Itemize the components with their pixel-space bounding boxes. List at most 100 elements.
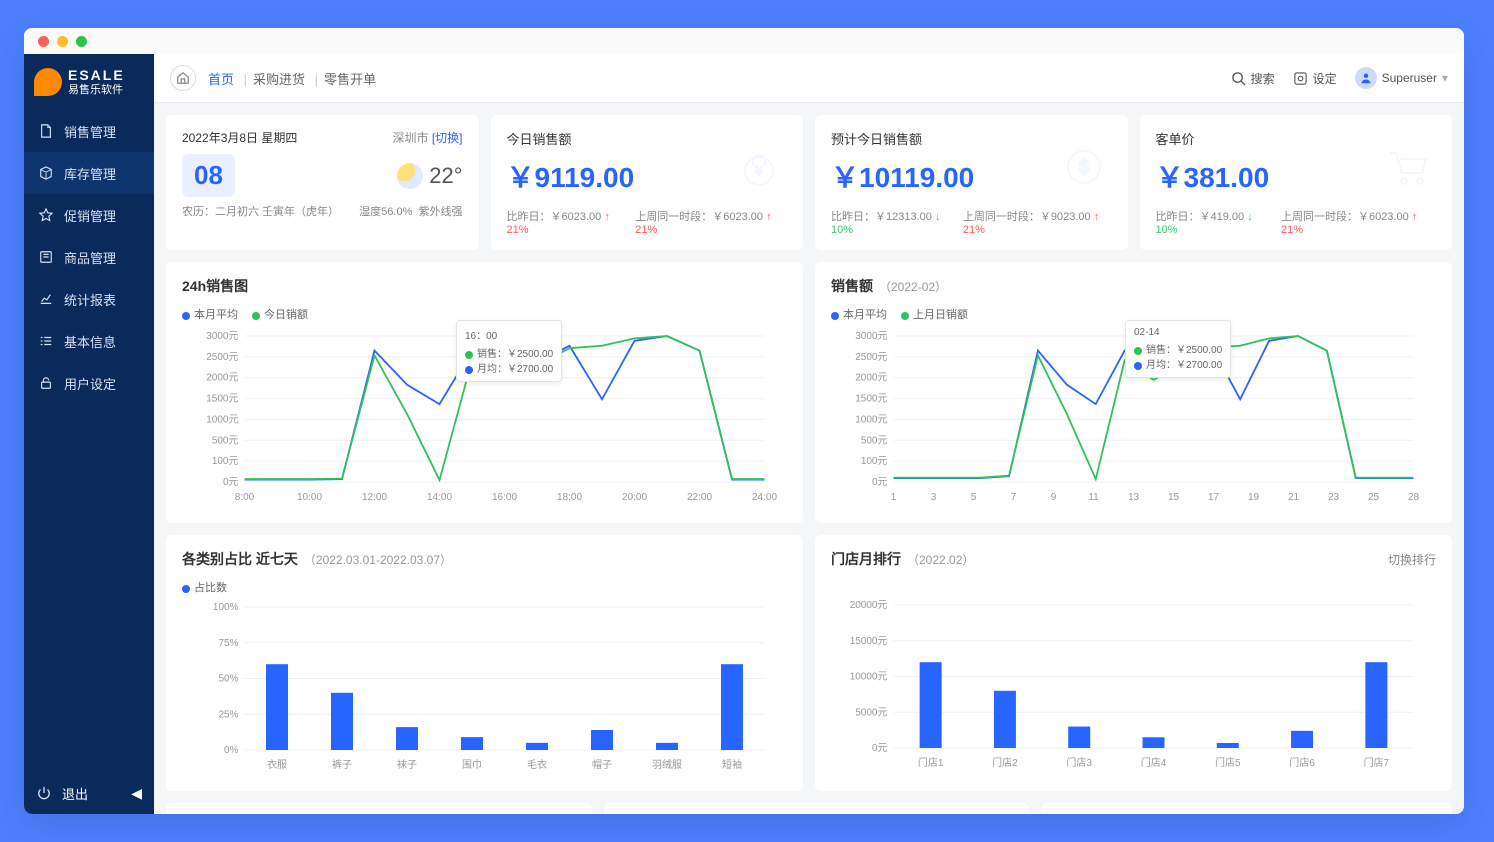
svg-text:8:00: 8:00	[235, 492, 255, 503]
collapse-icon[interactable]: ◀	[131, 785, 142, 802]
search-icon	[1231, 71, 1246, 86]
coin-icon: $	[1060, 143, 1108, 191]
svg-text:门店6: 门店6	[1289, 756, 1315, 769]
svg-text:16:00: 16:00	[492, 492, 517, 503]
overview-card: 概览 门店数量	[166, 803, 592, 814]
weather-icon	[397, 163, 423, 189]
logo: ESALE易售乐软件	[24, 54, 154, 110]
home-icon[interactable]	[170, 65, 196, 91]
svg-text:19: 19	[1248, 492, 1260, 503]
search-button[interactable]: 搜索	[1231, 70, 1275, 87]
power-icon	[36, 785, 52, 801]
svg-text:毛衣: 毛衣	[527, 758, 547, 771]
svg-text:门店7: 门店7	[1364, 756, 1390, 769]
svg-text:$: $	[1078, 157, 1088, 177]
logo-icon	[34, 68, 62, 96]
svg-text:10000元: 10000元	[850, 672, 888, 683]
user-menu[interactable]: Superuser ▾	[1355, 67, 1448, 89]
svg-text:20000元: 20000元	[850, 600, 888, 611]
cart-icon	[1384, 143, 1432, 191]
svg-text:17: 17	[1208, 492, 1220, 503]
switch-rank[interactable]: 切换排行	[1388, 551, 1436, 568]
crumb-item[interactable]: 零售开单	[324, 72, 376, 87]
svg-text:3000元: 3000元	[855, 331, 887, 342]
svg-text:帽子: 帽子	[592, 758, 612, 771]
list-icon	[38, 333, 54, 349]
svg-text:28: 28	[1408, 492, 1420, 503]
svg-text:2500元: 2500元	[206, 352, 238, 363]
svg-text:13: 13	[1128, 492, 1140, 503]
svg-text:0元: 0元	[872, 743, 888, 754]
sidebar-item-lock[interactable]: 用户设定	[24, 362, 154, 404]
svg-text:5000元: 5000元	[855, 708, 887, 719]
svg-text:1500元: 1500元	[206, 394, 238, 405]
temperature: 22°	[429, 163, 462, 189]
lunar: 农历：二月初六 壬寅年（虎年）	[182, 203, 339, 219]
svg-text:0元: 0元	[872, 477, 888, 488]
svg-text:门店4: 门店4	[1141, 756, 1167, 769]
svg-text:24:00: 24:00	[752, 492, 777, 503]
nav: 销售管理库存管理促销管理商品管理统计报表基本信息用户设定	[24, 110, 154, 772]
logout-label: 退出	[62, 784, 88, 803]
sidebar-item-cube[interactable]: 库存管理	[24, 152, 154, 194]
svg-text:18:00: 18:00	[557, 492, 582, 503]
lock-icon	[38, 375, 54, 391]
sidebar-item-chart[interactable]: 统计报表	[24, 278, 154, 320]
sidebar-item-list[interactable]: 基本信息	[24, 320, 154, 362]
svg-text:5: 5	[971, 492, 977, 503]
svg-text:门店1: 门店1	[918, 756, 944, 769]
tooltip: 16：00销售：￥2500.00月均：￥2700.00	[456, 320, 562, 382]
svg-text:22:00: 22:00	[687, 492, 712, 503]
svg-text:0元: 0元	[223, 477, 239, 488]
svg-text:14:00: 14:00	[427, 492, 452, 503]
gear-icon	[1293, 71, 1308, 86]
svg-text:1: 1	[891, 492, 897, 503]
svg-text:2000元: 2000元	[206, 373, 238, 384]
svg-text:衣服: 衣服	[267, 758, 287, 771]
svg-text:门店3: 门店3	[1066, 756, 1092, 769]
cube-icon	[38, 165, 54, 181]
bag-icon: ¥	[735, 143, 783, 191]
date-text: 2022年3月8日 星期四	[182, 129, 297, 146]
breadcrumb: 首页 |采购进货 |零售开单	[208, 69, 376, 88]
settings-button[interactable]: 设定	[1293, 70, 1337, 87]
svg-text:9: 9	[1051, 492, 1057, 503]
svg-text:500元: 500元	[861, 436, 888, 447]
date-card: 2022年3月8日 星期四 深圳市 [切换] 08 22° 农历：二月初六 壬寅…	[166, 115, 479, 250]
crumb-item[interactable]: 采购进货	[253, 72, 305, 87]
svg-text:2000元: 2000元	[855, 373, 887, 384]
svg-text:15: 15	[1168, 492, 1180, 503]
book-icon	[38, 249, 54, 265]
logout-button[interactable]: 退出 ◀	[24, 772, 154, 814]
svg-text:0%: 0%	[224, 745, 239, 756]
svg-text:短袖: 短袖	[722, 758, 742, 771]
chevron-down-icon: ▾	[1442, 71, 1448, 85]
city-switch[interactable]: [切换]	[432, 131, 463, 145]
sidebar-item-star[interactable]: 促销管理	[24, 194, 154, 236]
svg-text:1500元: 1500元	[855, 394, 887, 405]
svg-text:裤子: 裤子	[332, 758, 352, 771]
svg-text:50%: 50%	[218, 674, 238, 685]
avatar-icon	[1355, 67, 1377, 89]
svg-text:15000元: 15000元	[850, 636, 888, 647]
svg-text:3000元: 3000元	[206, 331, 238, 342]
chart-icon	[38, 291, 54, 307]
svg-text:500元: 500元	[212, 436, 239, 447]
chart-24h: 24h销售图 本月平均 今日销额 3000元2500元2000元1500元100…	[166, 262, 803, 523]
kpi-card: 客单价￥381.00比昨日：￥419.00 ↓ 10%上周同一时段：￥6023.…	[1140, 115, 1453, 250]
sidebar-item-book[interactable]: 商品管理	[24, 236, 154, 278]
svg-text:21: 21	[1288, 492, 1300, 503]
sidebar-item-file[interactable]: 销售管理	[24, 110, 154, 152]
svg-text:100元: 100元	[861, 457, 888, 468]
svg-text:¥: ¥	[755, 164, 763, 178]
product-rank-card: 商品排行 （近30天） 更多 裤子短款夏季七分裤	[604, 803, 1030, 814]
logo-title: ESALE	[68, 67, 125, 84]
max-dot[interactable]	[76, 36, 87, 47]
svg-text:3: 3	[931, 492, 937, 503]
svg-text:7: 7	[1011, 492, 1017, 503]
min-dot[interactable]	[57, 36, 68, 47]
svg-text:25%: 25%	[218, 710, 238, 721]
crumb-home[interactable]: 首页	[208, 72, 234, 87]
close-dot[interactable]	[38, 36, 49, 47]
svg-text:2500元: 2500元	[855, 352, 887, 363]
